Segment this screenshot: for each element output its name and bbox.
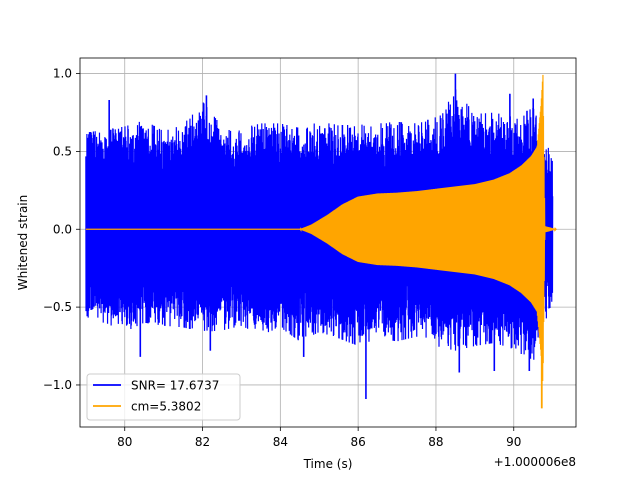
plot-area bbox=[85, 73, 557, 409]
y-axis-label: Whitened strain bbox=[16, 195, 30, 291]
legend-label-cm: cm=5.3802 bbox=[131, 400, 201, 414]
legend-label-snr: SNR= 17.6737 bbox=[131, 379, 219, 393]
y-tick-label: 0.5 bbox=[53, 144, 72, 158]
x-offset-label: +1.000006e8 bbox=[494, 455, 576, 469]
y-tick-label: 0.0 bbox=[53, 222, 72, 236]
x-axis: 80 82 84 86 88 90 bbox=[117, 427, 521, 449]
legend: SNR= 17.6737 cm=5.3802 bbox=[86, 373, 241, 421]
x-tick-label: 90 bbox=[506, 435, 521, 449]
x-tick-label: 88 bbox=[428, 435, 443, 449]
x-tick-label: 82 bbox=[195, 435, 210, 449]
y-tick-label: −0.5 bbox=[43, 300, 72, 314]
x-tick-label: 84 bbox=[273, 435, 288, 449]
x-tick-label: 86 bbox=[351, 435, 366, 449]
legend-box bbox=[86, 373, 241, 421]
x-axis-label: Time (s) bbox=[303, 457, 353, 471]
y-axis: −1.0 −0.5 0.0 0.5 1.0 bbox=[43, 67, 80, 392]
y-tick-label: −1.0 bbox=[43, 378, 72, 392]
x-tick-label: 80 bbox=[117, 435, 132, 449]
y-tick-label: 1.0 bbox=[53, 67, 72, 81]
plot-frame bbox=[79, 57, 577, 428]
series-cm-line bbox=[85, 74, 557, 382]
